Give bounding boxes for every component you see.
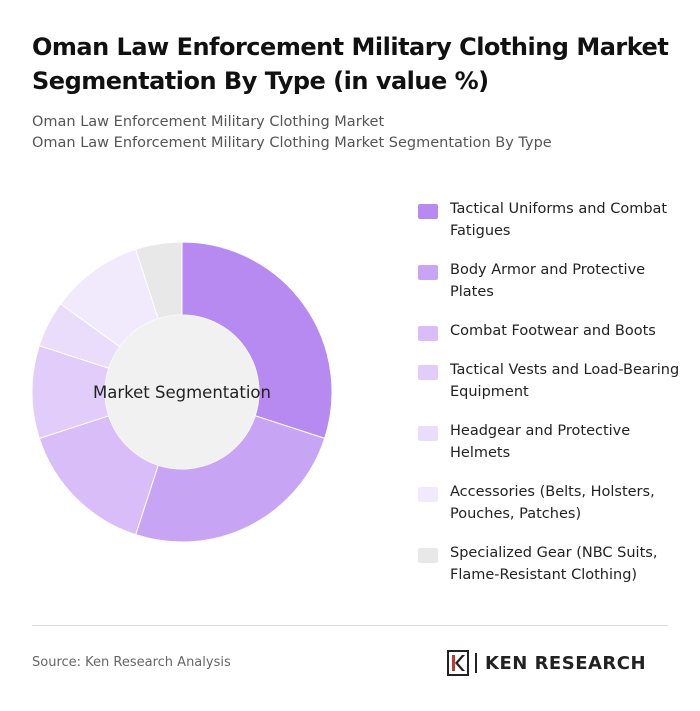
legend-label-line-1: Combat Footwear and Boots (450, 323, 656, 339)
footer-divider (32, 625, 668, 626)
legend-swatch (418, 365, 438, 380)
legend-label-line-1: Accessories (Belts, Holsters, (450, 484, 655, 500)
donut-chart: Market Segmentation (31, 241, 333, 543)
legend-label-line-1: Tactical Vests and Load-Bearing (450, 362, 680, 378)
legend-label-line-2: Flame-Resistant Clothing) (450, 567, 638, 583)
legend-label-line-2: Fatigues (450, 223, 511, 239)
logo-text: KEN RESEARCH (485, 652, 647, 674)
ken-research-logo: KEN RESEARCH (447, 650, 646, 676)
legend-label-line-1: Headgear and Protective (450, 423, 631, 439)
legend-item: Tactical Uniforms and Combat Fatigues (418, 198, 688, 242)
legend-item: Specialized Gear (NBC Suits, Flame-Resist… (418, 542, 688, 586)
legend-item: Headgear and Protective Helmets (418, 420, 688, 464)
chart-title: Oman Law Enforcement Military Clothing M… (32, 33, 669, 95)
legend-item: Tactical Vests and Load-Bearing Equipment (418, 359, 688, 403)
chart-subtitle: Oman Law Enforcement Military Clothing M… (32, 112, 672, 154)
donut-center-label: Market Segmentation (93, 383, 271, 402)
legend-item: Accessories (Belts, Holsters, Pouches, Pa… (418, 481, 688, 525)
subtitle-line-1: Oman Law Enforcement Military Clothing M… (32, 114, 385, 130)
legend-label-line-1: Body Armor and Protective (450, 262, 646, 278)
legend-label-line-1: Specialized Gear (NBC Suits, (450, 545, 658, 561)
legend-swatch (418, 487, 438, 502)
legend-item: Combat Footwear and Boots (418, 320, 688, 342)
legend-swatch (418, 548, 438, 563)
legend-swatch (418, 204, 438, 219)
chart-legend: Tactical Uniforms and Combat Fatigues Body… (418, 198, 688, 603)
legend-label-line-2: Pouches, Patches) (450, 506, 582, 522)
legend-label-line-1: Tactical Uniforms and Combat (450, 201, 668, 217)
legend-label-line-2: Helmets (450, 445, 511, 461)
legend-label-line-2: Plates (450, 284, 494, 300)
legend-item: Body Armor and Protective Plates (418, 259, 688, 303)
legend-swatch (418, 326, 438, 341)
subtitle-line-2: Oman Law Enforcement Military Clothing M… (32, 135, 552, 151)
legend-swatch (418, 265, 438, 280)
donut-hole (105, 315, 259, 469)
logo-separator (475, 653, 477, 673)
source-note: Source: Ken Research Analysis (32, 655, 231, 670)
legend-label-line-2: Equipment (450, 384, 529, 400)
legend-swatch (418, 426, 438, 441)
ken-research-logo-mark-icon (447, 650, 469, 676)
